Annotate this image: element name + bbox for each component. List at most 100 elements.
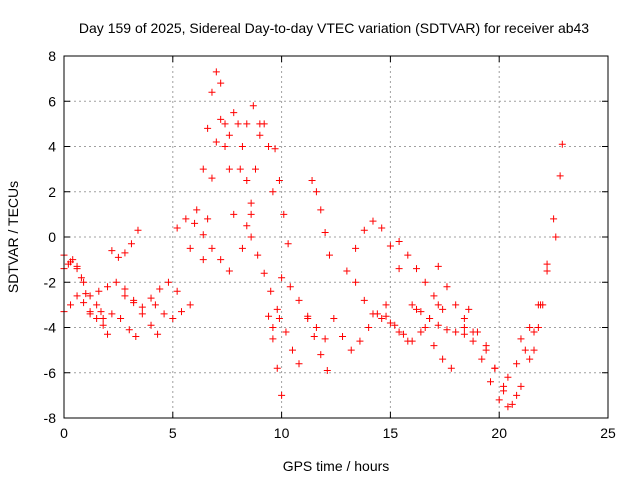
- data-point: [513, 391, 521, 399]
- series-sat-ag: [504, 301, 547, 381]
- data-point: [434, 301, 442, 309]
- data-point: [378, 314, 386, 322]
- data-point: [310, 333, 318, 341]
- data-point: [169, 314, 177, 322]
- data-point: [552, 233, 560, 241]
- data-point: [80, 278, 88, 286]
- data-point: [212, 138, 220, 146]
- series-sat-z: [395, 238, 447, 313]
- data-point: [478, 355, 486, 363]
- data-point: [95, 287, 103, 295]
- data-point: [382, 301, 390, 309]
- data-point: [67, 258, 75, 266]
- data-point: [558, 140, 566, 148]
- data-point: [452, 301, 460, 309]
- data-point: [325, 251, 333, 259]
- data-point: [265, 312, 273, 320]
- data-point: [273, 305, 281, 313]
- data-point: [160, 310, 168, 318]
- data-point: [460, 330, 468, 338]
- data-point: [543, 260, 551, 268]
- series-sat-ab: [413, 305, 455, 372]
- data-point: [295, 360, 303, 368]
- data-point: [236, 165, 244, 173]
- data-point: [352, 244, 360, 252]
- data-point: [271, 145, 279, 153]
- data-point: [125, 326, 133, 334]
- x-tick-label: 20: [491, 425, 507, 441]
- data-point: [321, 228, 329, 236]
- data-point: [208, 244, 216, 252]
- data-point: [208, 174, 216, 182]
- data-point: [413, 305, 421, 313]
- data-point: [352, 278, 360, 286]
- data-point: [265, 143, 273, 150]
- data-point: [469, 337, 477, 345]
- data-point: [408, 301, 416, 309]
- data-point: [369, 217, 377, 225]
- data-point: [104, 330, 112, 338]
- data-point: [77, 274, 85, 282]
- data-point: [504, 403, 512, 411]
- series-sat-j: [186, 68, 233, 252]
- data-point: [208, 88, 216, 96]
- data-point: [521, 346, 529, 354]
- data-point: [86, 308, 94, 316]
- series-sat-f: [108, 226, 142, 261]
- data-point: [417, 328, 425, 336]
- data-point: [500, 387, 508, 395]
- data-point: [108, 247, 116, 255]
- data-point: [317, 206, 325, 214]
- data-point: [495, 396, 503, 404]
- data-point: [382, 312, 390, 320]
- data-point: [295, 296, 303, 304]
- data-point: [121, 285, 129, 293]
- data-point: [93, 301, 101, 309]
- data-point: [317, 351, 325, 359]
- data-point: [356, 337, 364, 345]
- data-point: [269, 335, 277, 343]
- data-point: [278, 274, 286, 282]
- data-point: [243, 120, 251, 128]
- data-point: [199, 256, 207, 264]
- y-tick-label: 0: [48, 229, 56, 245]
- data-point: [550, 215, 558, 223]
- chart-title: Day 159 of 2025, Sidereal Day-to-day VTE…: [79, 20, 589, 36]
- data-point: [73, 292, 81, 300]
- data-point: [104, 283, 112, 291]
- data-point: [526, 355, 534, 363]
- data-point: [513, 360, 521, 368]
- series-sat-h: [151, 301, 194, 322]
- data-point: [260, 269, 268, 277]
- data-point: [395, 265, 403, 273]
- data-point: [67, 301, 75, 309]
- data-point: [199, 165, 207, 173]
- data-point: [339, 333, 347, 341]
- data-point: [173, 224, 181, 232]
- y-tick-label: -6: [44, 365, 57, 381]
- data-point: [154, 330, 162, 338]
- data-point: [117, 314, 125, 322]
- data-point: [365, 324, 373, 331]
- data-point: [86, 292, 94, 300]
- data-point: [127, 240, 135, 248]
- data-point: [556, 172, 564, 180]
- data-point: [395, 238, 403, 246]
- data-point: [275, 176, 283, 184]
- data-point: [178, 308, 186, 316]
- data-point: [386, 319, 394, 327]
- data-point: [378, 224, 386, 232]
- data-point: [473, 328, 481, 336]
- data-point: [267, 287, 275, 295]
- series-sat-ad: [460, 324, 521, 411]
- data-point: [193, 206, 201, 214]
- data-point: [199, 231, 207, 239]
- data-points: [60, 68, 566, 411]
- data-point: [249, 102, 257, 110]
- series-sat-af: [482, 324, 542, 408]
- data-point: [426, 314, 434, 322]
- data-point: [482, 342, 490, 350]
- y-tick-label: 8: [48, 48, 56, 64]
- data-point: [173, 287, 181, 295]
